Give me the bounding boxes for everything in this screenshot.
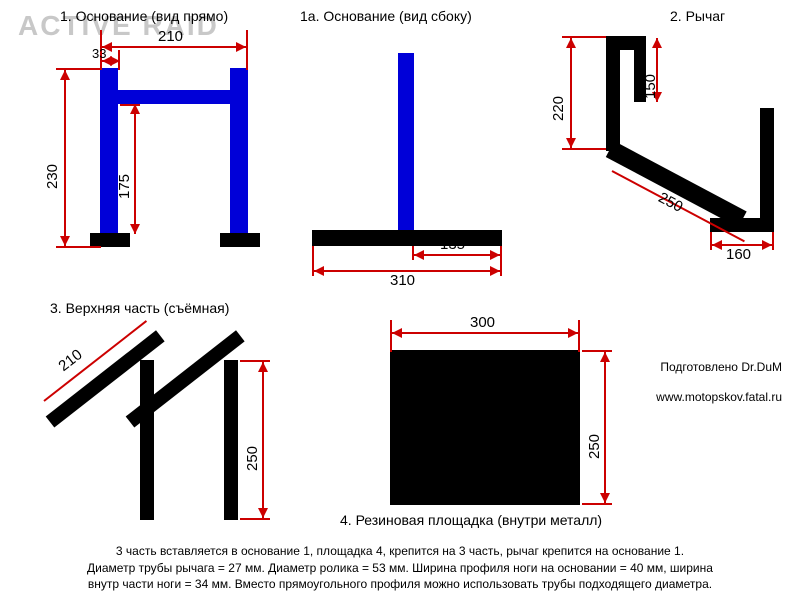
arrow <box>600 352 610 362</box>
arrow <box>568 328 578 338</box>
arrow <box>490 250 500 260</box>
footer-line-3: внутр части ноги = 34 мм. Вместо прямоуг… <box>20 576 780 592</box>
arrow <box>258 508 268 518</box>
dim-300: 300 <box>470 314 495 331</box>
dim-tick <box>56 246 101 248</box>
panel-2-title: 2. Рычаг <box>670 8 725 24</box>
panel-1a: 1а. Основание (вид сбоку) 310 135 <box>290 8 520 288</box>
panel-4-title: 4. Резиновая площадка (внутри металл) <box>340 512 602 528</box>
footer-line-1: 3 часть вставляется в основание 1, площа… <box>20 543 780 559</box>
arrow <box>652 38 662 48</box>
panel-1: 1. Основание (вид прямо) 210 33 230 175 <box>30 8 270 268</box>
dim-tick <box>578 320 580 352</box>
dim-135-line <box>414 254 500 256</box>
credit-author: Подготовлено Dr.DuM <box>660 360 782 374</box>
arrow <box>130 224 140 234</box>
dim-230-line <box>64 70 66 246</box>
p1a-base <box>312 230 502 246</box>
dim-220-line <box>570 38 572 148</box>
dim-tick <box>246 30 248 70</box>
arrow <box>490 266 500 276</box>
arrow <box>392 328 402 338</box>
dim-tick <box>562 148 606 150</box>
dim-210: 210 <box>158 28 183 45</box>
dim-tick <box>582 503 612 505</box>
arrow <box>566 38 576 48</box>
p2-foot-h <box>710 218 774 232</box>
arrow <box>130 104 140 114</box>
dim-300-line <box>392 332 578 334</box>
dim-p3-250-t: 250 <box>244 446 261 471</box>
dim-135: 135 <box>440 236 465 253</box>
p4-rect <box>390 350 580 505</box>
p3-post-r <box>224 360 238 520</box>
arrow <box>314 266 324 276</box>
arrow <box>258 362 268 372</box>
arrow <box>236 42 246 52</box>
footer-line-2: Диаметр трубы рычага = 27 мм. Диаметр ро… <box>20 560 780 576</box>
dim-175-line <box>134 104 136 234</box>
dim-310: 310 <box>390 272 415 289</box>
panel-3-title: 3. Верхняя часть (съёмная) <box>50 300 229 316</box>
p1-top-rail <box>100 90 248 104</box>
panel-1-title: 1. Основание (вид прямо) <box>60 8 228 24</box>
panel-2: 2. Рычаг 220 150 250 160 <box>540 8 790 268</box>
panel-4: 300 250 4. Резиновая площадка (внутри ме… <box>350 300 630 540</box>
dim-tick <box>240 518 270 520</box>
arrow <box>600 493 610 503</box>
dim-220: 220 <box>550 96 567 121</box>
dim-p3-250 <box>262 362 264 518</box>
panel-1a-title: 1а. Основание (вид сбоку) <box>300 8 472 24</box>
panel-3: 3. Верхняя часть (съёмная) 210 250 <box>20 300 330 530</box>
p1-foot-right <box>220 233 260 247</box>
arrow <box>60 236 70 246</box>
arrow <box>110 56 120 66</box>
dim-tick <box>500 246 502 276</box>
p1-foot-left <box>90 233 130 247</box>
dim-230: 230 <box>44 164 61 189</box>
dim-p4-250 <box>604 352 606 503</box>
dim-160: 160 <box>726 246 751 263</box>
dim-tick <box>772 232 774 250</box>
p2-foot-v <box>760 108 774 228</box>
footer-text: 3 часть вставляется в основание 1, площа… <box>0 543 800 592</box>
credit-url: www.motopskov.fatal.ru <box>656 390 782 404</box>
p1a-post <box>398 53 414 233</box>
p3-post-l <box>140 360 154 520</box>
arrow <box>414 250 424 260</box>
dim-150: 150 <box>642 74 659 99</box>
arrow <box>712 240 722 250</box>
dim-210-line <box>102 46 246 48</box>
arrow <box>566 138 576 148</box>
dim-175: 175 <box>116 174 133 199</box>
arrow <box>60 70 70 80</box>
dim-33: 33 <box>92 46 106 61</box>
arrow <box>762 240 772 250</box>
dim-p4-250-t: 250 <box>586 434 603 459</box>
p2-vert <box>606 36 620 151</box>
